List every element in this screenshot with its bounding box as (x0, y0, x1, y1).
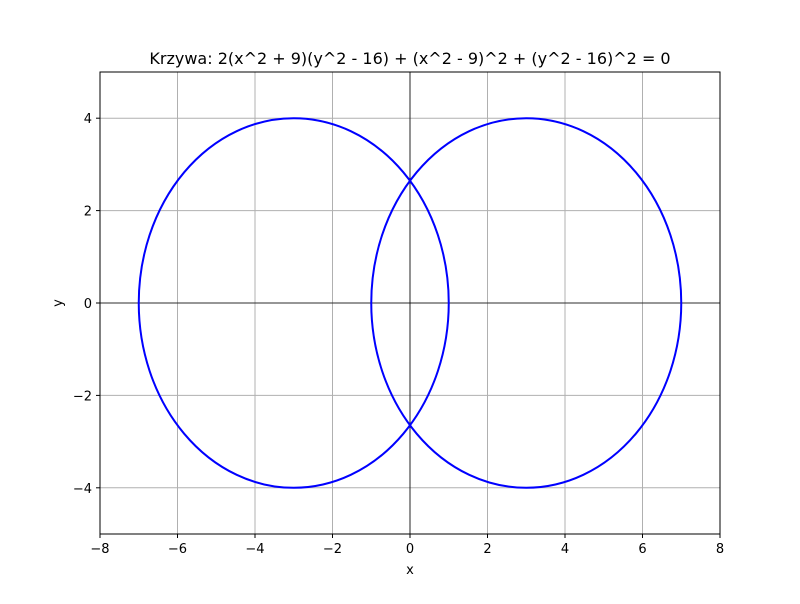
x-tick-label: 0 (406, 542, 414, 557)
curve-branch-1 (137, 117, 450, 489)
y-tick-label: 2 (84, 205, 92, 220)
x-tick-label: −2 (323, 542, 342, 557)
y-tick-label: 4 (84, 112, 92, 127)
x-tick-label: −8 (90, 542, 109, 557)
curve-branch-2 (370, 117, 683, 489)
y-tick-label: 0 (84, 297, 92, 312)
zero-lines (100, 72, 720, 534)
x-tick-label: −4 (245, 542, 264, 557)
chart-title: Krzywa: 2(x^2 + 9)(y^2 - 16) + (x^2 - 9)… (149, 49, 670, 68)
x-ticks: −8 −6 −4 −2 0 2 4 6 8 (90, 534, 724, 557)
x-tick-label: 8 (716, 542, 724, 557)
x-tick-label: 2 (483, 542, 491, 557)
x-tick-label: 4 (561, 542, 569, 557)
y-tick-label: −2 (73, 389, 92, 404)
y-ticks: −4 −2 0 2 4 (73, 112, 100, 497)
x-tick-label: −6 (168, 542, 187, 557)
x-axis-label: x (406, 563, 414, 578)
curves (137, 117, 683, 489)
x-tick-label: 6 (638, 542, 646, 557)
y-tick-label: −4 (73, 482, 92, 497)
y-axis-label: y (51, 299, 66, 307)
